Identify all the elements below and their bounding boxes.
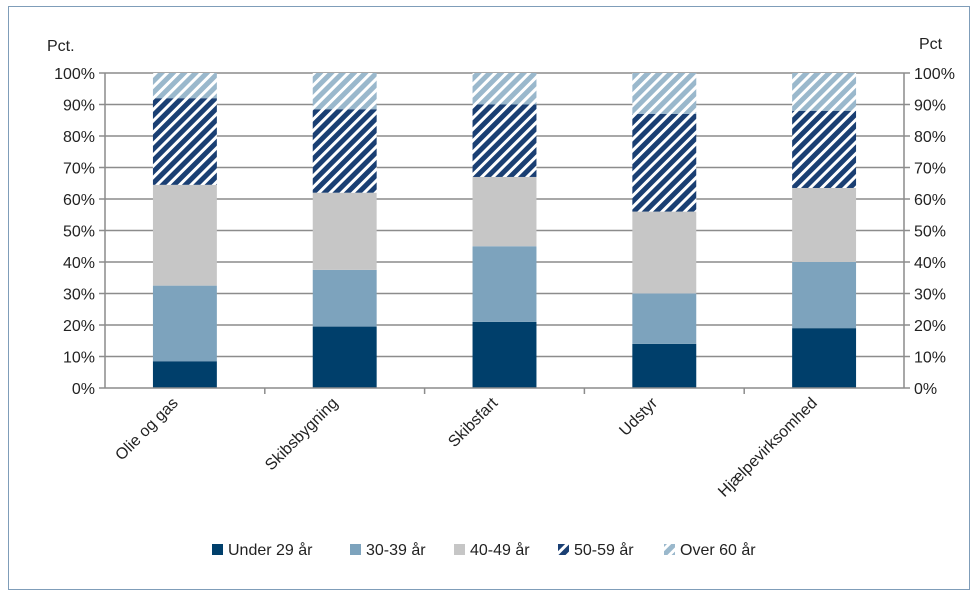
bar-segment	[792, 73, 857, 111]
y-tick-label-left: 60%	[63, 192, 95, 209]
y-ticks-right: 0% 10% 20% 30% 40% 50% 60% 70% 80% 90% 100%	[914, 66, 955, 398]
bar-segment	[792, 262, 857, 329]
y-tick-label-left: 20%	[63, 318, 95, 335]
stacked-bar-chart: Pct. Pct 0% 10% 20% 30% 40% 50% 60% 70% 80% 90% 10…	[47, 36, 955, 559]
y-tick-label-right: 90%	[914, 98, 946, 115]
x-category-label: Skibsfart	[445, 394, 501, 450]
x-category-label: Olie og gas	[112, 395, 181, 464]
bar-segment	[312, 269, 377, 327]
x-category-label: Udstyr	[616, 394, 661, 439]
y-ticks-left: 0% 10% 20% 30% 40% 50% 60% 70% 80% 90% 100%	[54, 66, 95, 398]
bar-segment	[152, 73, 217, 99]
y-tick-label-left: 90%	[63, 98, 95, 115]
y-axis-left-unit: Pct.	[47, 38, 75, 55]
y-axis-right-unit: Pct	[919, 36, 943, 53]
y-tick-label-right: 10%	[914, 350, 946, 367]
legend-label: 40-49 år	[470, 541, 530, 559]
legend-label: 50-59 år	[574, 541, 634, 559]
bar-segment	[312, 326, 377, 388]
y-tick-label-right: 80%	[914, 129, 946, 146]
bar-segment	[472, 104, 537, 177]
legend-label: 30-39 år	[366, 541, 426, 559]
legend-swatch	[212, 544, 223, 555]
bar-segment	[632, 113, 697, 212]
bar-segment	[152, 285, 217, 362]
bar-segment	[632, 293, 697, 344]
bar-segment	[792, 187, 857, 262]
chart-frame: Pct. Pct 0% 10% 20% 30% 40% 50% 60% 70% 80% 90% 10…	[8, 6, 970, 590]
bar-segment	[312, 192, 377, 270]
y-tick-label-left: 10%	[63, 350, 95, 367]
bar-segment	[312, 109, 377, 193]
bars	[152, 73, 857, 388]
y-tick-label-right: 20%	[914, 318, 946, 335]
bar-segment	[472, 73, 537, 105]
y-tick-label-left: 30%	[63, 287, 95, 304]
legend-swatch	[664, 544, 675, 555]
y-tick-label-right: 70%	[914, 161, 946, 178]
y-tick-label-left: 40%	[63, 255, 95, 272]
legend-label: Under 29 år	[228, 541, 313, 559]
legend-label: Over 60 år	[680, 541, 756, 559]
y-tick-label-left: 80%	[63, 129, 95, 146]
y-tick-label-right: 100%	[914, 66, 955, 83]
bar-segment	[152, 98, 217, 185]
bar-segment	[632, 73, 697, 114]
x-category-label: Skibsbygning	[262, 395, 341, 474]
bar-segment	[152, 184, 217, 286]
axes	[99, 72, 910, 394]
y-tick-label-left: 0%	[72, 381, 95, 398]
bar-segment	[312, 73, 377, 110]
y-tick-label-right: 50%	[914, 224, 946, 241]
bar-segment	[472, 321, 537, 388]
y-tick-label-left: 100%	[54, 66, 95, 83]
bar-segment	[792, 328, 857, 388]
y-tick-label-right: 60%	[914, 192, 946, 209]
y-tick-label-right: 0%	[914, 381, 937, 398]
bar-segment	[632, 343, 697, 388]
y-tick-label-right: 40%	[914, 255, 946, 272]
y-tick-label-right: 30%	[914, 287, 946, 304]
bar-segment	[472, 246, 537, 322]
legend-swatch	[558, 544, 569, 555]
x-category-labels: Olie og gas Skibsbygning Skibsfart Udstyr Hj…	[112, 394, 820, 500]
bar-segment	[632, 211, 697, 294]
y-tick-label-left: 70%	[63, 161, 95, 178]
bar-segment	[792, 110, 857, 188]
bar-segment	[472, 176, 537, 247]
bar-segment	[152, 361, 217, 388]
x-category-label: Hjælpevirksomhed	[715, 395, 821, 501]
legend-swatch	[454, 544, 465, 555]
legend-swatch	[350, 544, 361, 555]
legend: Under 29 år 30-39 år 40-49 år 50-59 år Over …	[212, 541, 756, 559]
y-tick-label-left: 50%	[63, 224, 95, 241]
